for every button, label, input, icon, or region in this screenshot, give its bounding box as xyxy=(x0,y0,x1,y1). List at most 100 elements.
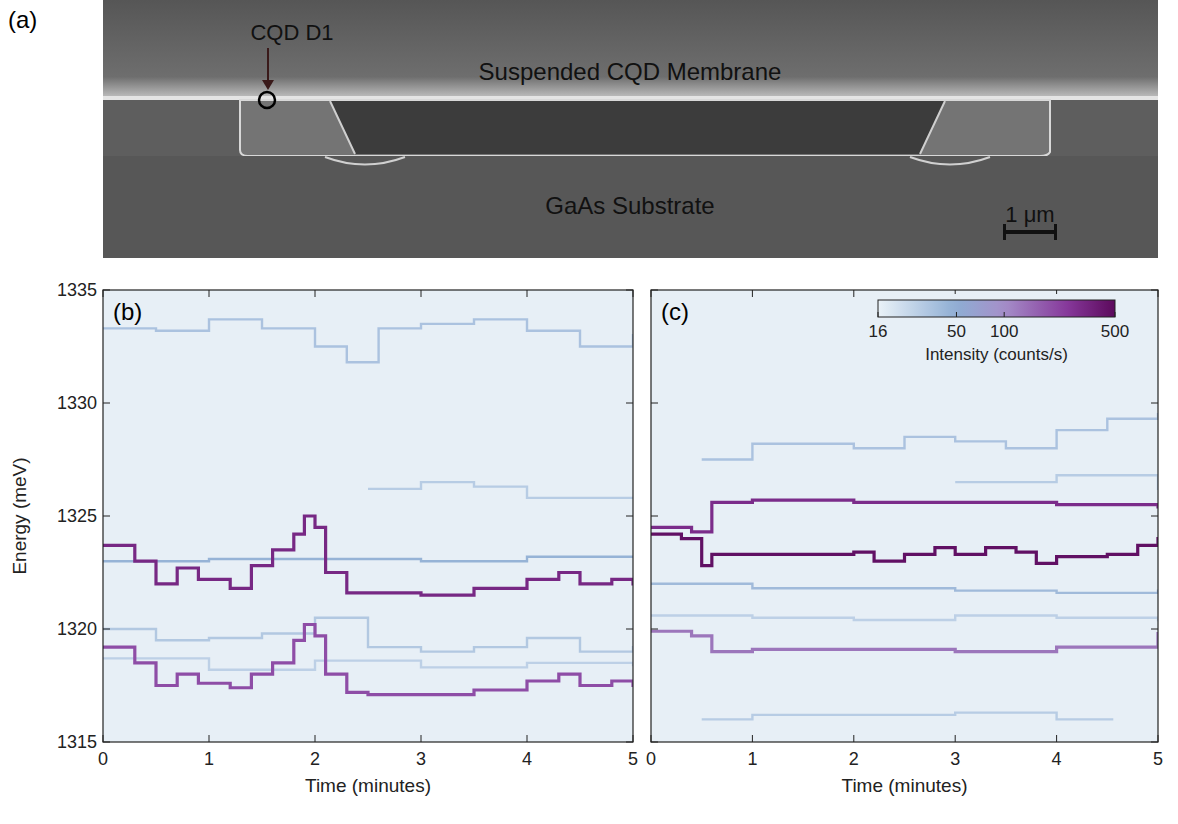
x-tick-top xyxy=(752,290,753,297)
y-tick-right xyxy=(626,629,633,630)
y-tick xyxy=(651,629,658,630)
y-tick xyxy=(103,742,110,743)
y-tick xyxy=(103,290,110,291)
figure: CQD D1Suspended CQD MembraneGaAs Substra… xyxy=(0,0,1178,824)
scale-bar-end xyxy=(1054,224,1057,240)
x-tick xyxy=(209,735,210,742)
traces xyxy=(651,414,1158,719)
x-tick xyxy=(421,735,422,742)
y-tick-right xyxy=(626,742,633,743)
y-tick-right xyxy=(626,403,633,404)
undercut xyxy=(325,157,990,165)
substrate xyxy=(103,156,1158,258)
plot-frame xyxy=(651,290,1158,742)
x-tick-label: 5 xyxy=(628,749,638,769)
y-axis-title: Energy (meV) xyxy=(9,457,30,574)
x-tick xyxy=(315,735,316,742)
y-tick-label: 1335 xyxy=(57,280,97,300)
traces xyxy=(103,319,633,694)
marker-circle xyxy=(259,92,275,108)
y-tick xyxy=(103,403,110,404)
slot xyxy=(330,101,945,154)
x-tick-top xyxy=(209,290,210,297)
spectral-line xyxy=(702,713,1114,720)
colorbar-ground xyxy=(870,294,1131,366)
slot-edge xyxy=(330,101,945,154)
colorbar-title: Intensity (counts/s) xyxy=(925,345,1068,364)
y-tick-label: 1330 xyxy=(57,393,97,413)
x-tick xyxy=(103,735,104,742)
panel-letter: (c) xyxy=(661,298,689,325)
spectral-line xyxy=(651,584,1158,593)
colorbar xyxy=(878,300,1115,317)
x-tick-label: 4 xyxy=(522,749,532,769)
y-tick-label: 1320 xyxy=(57,619,97,639)
colorbar-tick-label: 16 xyxy=(869,322,888,341)
y-tick-right xyxy=(1151,742,1158,743)
y-tick xyxy=(651,290,658,291)
spectral-line xyxy=(103,624,633,694)
y-tick-label: 1315 xyxy=(57,732,97,752)
spectral-line xyxy=(103,658,633,669)
sem-background xyxy=(103,0,1158,258)
x-axis-title: Time (minutes) xyxy=(305,775,431,796)
x-tick xyxy=(955,735,956,742)
colorbar-tick xyxy=(1004,312,1005,317)
y-tick xyxy=(651,742,658,743)
x-tick-label: 4 xyxy=(1052,749,1062,769)
spectral-line xyxy=(103,516,633,595)
y-tick xyxy=(651,516,658,517)
annotation: Suspended CQD Membrane xyxy=(479,58,782,85)
scale-bar-end xyxy=(1003,224,1006,240)
letter-patch xyxy=(659,298,691,325)
spectral-line xyxy=(651,500,1158,532)
scale-label: 1 μm xyxy=(1005,202,1054,227)
y-tick xyxy=(103,516,110,517)
x-tick-top xyxy=(527,290,528,297)
scale-bar xyxy=(1003,230,1057,234)
colorbar-tick-label: 100 xyxy=(990,322,1018,341)
x-axis-title: Time (minutes) xyxy=(842,775,968,796)
y-tick-right xyxy=(626,516,633,517)
panel-letter: (b) xyxy=(113,298,142,325)
x-tick xyxy=(752,735,753,742)
spectral-line xyxy=(955,475,1158,489)
plot-background xyxy=(651,290,1158,742)
sem-mid xyxy=(103,100,1158,156)
plot-frame xyxy=(103,290,633,742)
spectral-line xyxy=(103,319,633,362)
y-tick xyxy=(103,629,110,630)
arrow-head xyxy=(262,80,274,90)
x-tick-label: 3 xyxy=(950,749,960,769)
spectral-line xyxy=(368,482,633,498)
spectral-line xyxy=(702,414,1158,459)
spectral-line xyxy=(651,631,1158,651)
x-tick xyxy=(633,735,634,742)
x-tick-label: 0 xyxy=(98,749,108,769)
x-tick-top xyxy=(421,290,422,297)
annotation: GaAs Substrate xyxy=(545,192,714,219)
colorbar-tick xyxy=(1115,312,1116,317)
x-tick-label: 1 xyxy=(204,749,214,769)
x-tick-label: 3 xyxy=(416,749,426,769)
colorbar-tick xyxy=(878,312,879,317)
y-tick xyxy=(651,403,658,404)
y-tick-right xyxy=(1151,516,1158,517)
spectral-line xyxy=(651,534,1158,566)
letter-patch xyxy=(111,298,144,325)
x-tick-top xyxy=(853,290,854,297)
panel-letter: (a) xyxy=(8,6,37,33)
y-tick-label: 1325 xyxy=(57,506,97,526)
y-tick-right xyxy=(1151,290,1158,291)
x-tick-label: 5 xyxy=(1153,749,1163,769)
x-tick-top xyxy=(651,290,652,297)
x-tick xyxy=(527,735,528,742)
spectral-line xyxy=(103,618,633,652)
x-tick xyxy=(853,735,854,742)
spectral-line xyxy=(103,557,633,562)
x-tick-label: 0 xyxy=(646,749,656,769)
x-tick-label: 1 xyxy=(747,749,757,769)
colorbar-tick-label: 500 xyxy=(1101,322,1129,341)
x-tick-top xyxy=(633,290,634,297)
x-tick-label: 2 xyxy=(310,749,320,769)
